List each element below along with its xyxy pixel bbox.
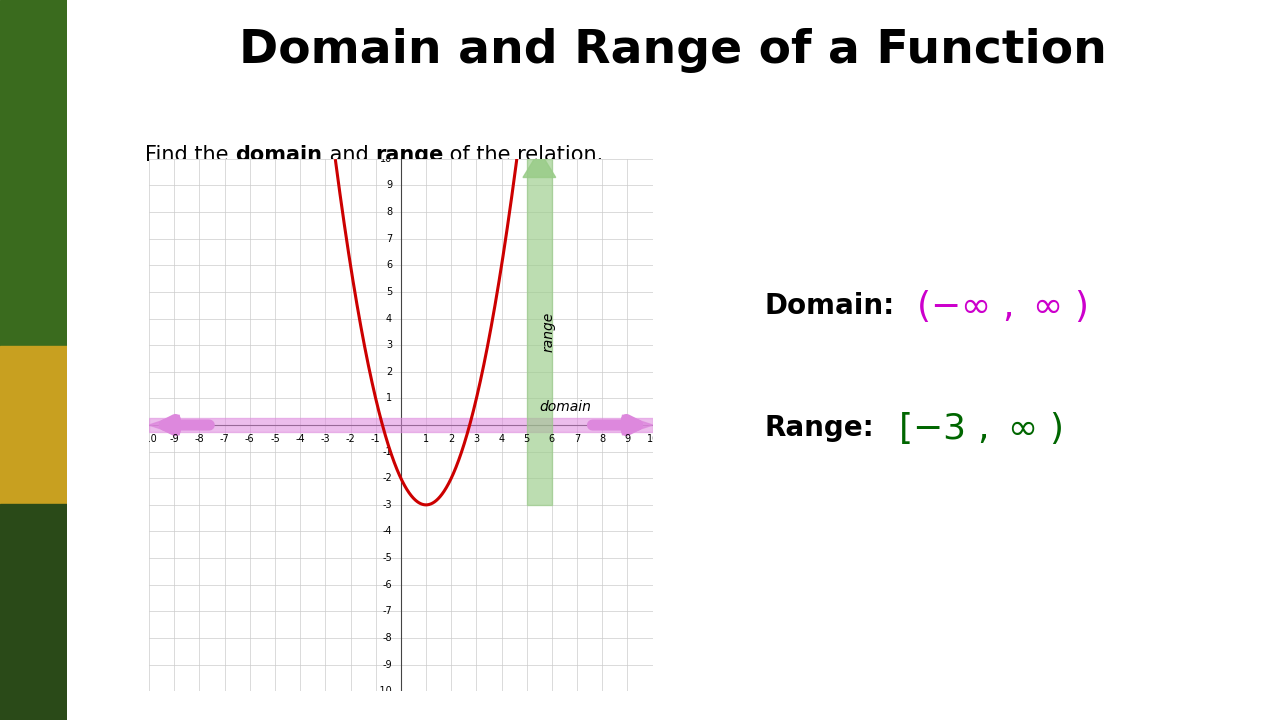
- Polygon shape: [622, 415, 653, 435]
- Bar: [0, 504, 67, 720]
- Text: and: and: [323, 145, 375, 165]
- Text: 2: 2: [385, 366, 392, 377]
- Text: -8: -8: [383, 633, 392, 643]
- Text: -5: -5: [270, 434, 280, 444]
- Text: 8: 8: [387, 207, 392, 217]
- Text: 6: 6: [387, 261, 392, 270]
- Text: 3: 3: [387, 340, 392, 350]
- Text: 2: 2: [448, 434, 454, 444]
- Text: 9: 9: [387, 181, 392, 191]
- Text: 3: 3: [474, 434, 480, 444]
- Text: $( -\infty\ ,\ \infty\ )$: $( -\infty\ ,\ \infty\ )$: [916, 288, 1087, 324]
- Text: 10: 10: [380, 154, 392, 164]
- Text: $[ -3\ ,\ \infty\ )$: $[ -3\ ,\ \infty\ )$: [897, 410, 1062, 446]
- Text: 4: 4: [498, 434, 504, 444]
- Text: 10: 10: [646, 434, 659, 444]
- Text: -9: -9: [383, 660, 392, 670]
- Text: 7: 7: [573, 434, 580, 444]
- Text: 4: 4: [387, 313, 392, 323]
- Text: -9: -9: [169, 434, 179, 444]
- Text: -3: -3: [383, 500, 392, 510]
- Text: Domain and Range of a Function: Domain and Range of a Function: [239, 28, 1107, 73]
- Text: Domain:: Domain:: [764, 292, 895, 320]
- Text: -4: -4: [383, 526, 392, 536]
- Text: domain: domain: [236, 145, 323, 165]
- Bar: [148, 418, 653, 432]
- Text: 5: 5: [524, 434, 530, 444]
- Text: 7: 7: [385, 234, 392, 243]
- Text: -6: -6: [383, 580, 392, 590]
- Text: Range:: Range:: [764, 414, 874, 442]
- Text: domain: domain: [539, 400, 591, 415]
- Text: -1: -1: [371, 434, 380, 444]
- Bar: [527, 159, 552, 505]
- Text: -1: -1: [383, 446, 392, 456]
- Text: -2: -2: [383, 473, 392, 483]
- Text: -4: -4: [296, 434, 305, 444]
- Text: -10: -10: [376, 686, 392, 696]
- Text: range: range: [541, 312, 556, 352]
- Text: -8: -8: [195, 434, 205, 444]
- Polygon shape: [148, 415, 179, 435]
- Text: 9: 9: [625, 434, 631, 444]
- Bar: [0, 0, 67, 346]
- Text: -6: -6: [244, 434, 255, 444]
- Text: Find the: Find the: [146, 145, 236, 165]
- Text: -2: -2: [346, 434, 356, 444]
- Polygon shape: [524, 151, 556, 178]
- Text: 1: 1: [387, 393, 392, 403]
- Text: of the relation.: of the relation.: [443, 145, 604, 165]
- Bar: [0, 346, 67, 504]
- Text: 8: 8: [599, 434, 605, 444]
- Text: -10: -10: [141, 434, 157, 444]
- Text: -3: -3: [320, 434, 330, 444]
- Text: 5: 5: [385, 287, 392, 297]
- Text: -7: -7: [220, 434, 229, 444]
- Text: -7: -7: [383, 606, 392, 616]
- Text: 1: 1: [422, 434, 429, 444]
- Text: 6: 6: [549, 434, 556, 444]
- Text: range: range: [375, 145, 443, 165]
- Text: -5: -5: [383, 553, 392, 563]
